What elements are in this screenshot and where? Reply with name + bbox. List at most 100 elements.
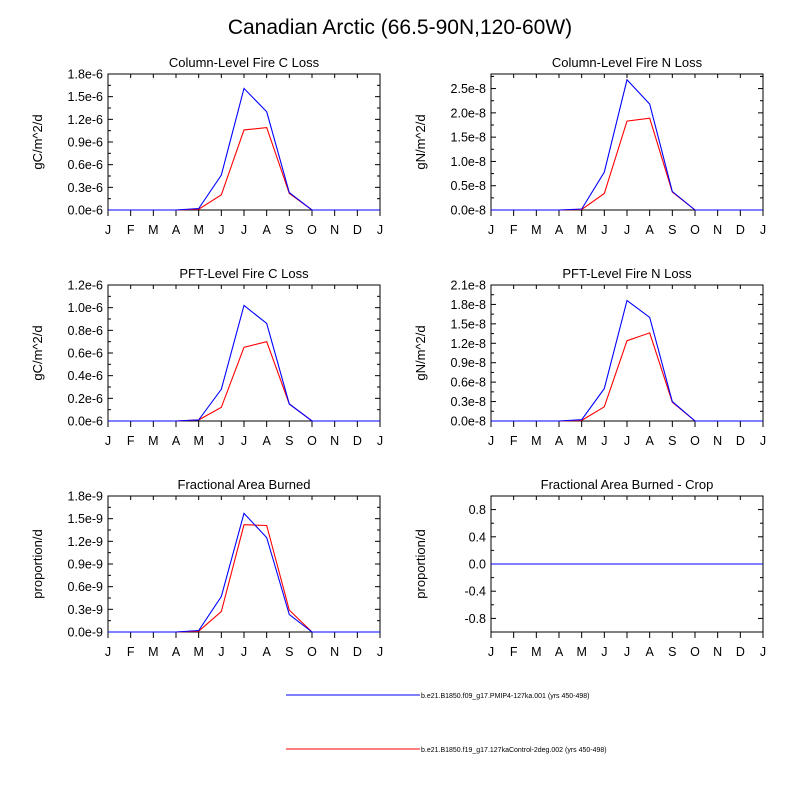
chart-panel-2: Column-Level Fire N Loss gN/m^2/d 0.0e-8 0.… (413, 55, 766, 237)
x-tick-label: J (760, 645, 766, 659)
panel-title: Column-Level Fire N Loss (552, 55, 703, 70)
x-tick-label: A (172, 434, 181, 448)
x-tick-label: J (624, 434, 630, 448)
y-tick-label: 0.6e-6 (68, 158, 103, 172)
x-tick-label: J (105, 223, 111, 237)
y-tick-label: 2.5e-8 (451, 82, 486, 96)
x-tick-label: J (241, 434, 247, 448)
y-axis-label: proportion/d (413, 529, 428, 598)
x-tick-label: M (148, 645, 158, 659)
y-tick-label: 0.9e-6 (68, 136, 103, 150)
x-tick-label: A (262, 645, 271, 659)
y-tick-label: 0.6e-8 (451, 376, 486, 390)
x-tick-label: A (262, 434, 271, 448)
x-tick-label: N (713, 645, 722, 659)
plot-frame (490, 284, 764, 422)
x-tick-label: J (488, 645, 494, 659)
chart-panel-3: PFT-Level Fire C Loss gC/m^2/d 0.0e-6 0.2e-… (30, 266, 383, 448)
y-axis-label: gC/m^2/d (30, 325, 45, 380)
x-tick-label: D (353, 645, 362, 659)
chart-panel-4: PFT-Level Fire N Loss gN/m^2/d 0.0e-8 0.3e-… (413, 266, 766, 448)
x-tick-label: J (377, 434, 383, 448)
y-tick-label: 1.5e-8 (451, 317, 486, 331)
y-tick-label: 1.8e-8 (451, 298, 486, 312)
plot-frame (107, 495, 381, 633)
x-tick-label: A (262, 223, 271, 237)
y-tick-label: 0.6e-6 (68, 347, 103, 361)
x-tick-label: J (601, 645, 607, 659)
x-tick-label: J (624, 223, 630, 237)
x-tick-label: A (645, 434, 654, 448)
y-tick-label: 1.8e-9 (68, 490, 103, 504)
x-tick-label: J (624, 645, 630, 659)
y-tick-label: 0.9e-9 (68, 558, 103, 572)
x-tick-label: J (601, 434, 607, 448)
series-line-2 (108, 127, 380, 211)
chart-panel-1: Column-Level Fire C Loss gC/m^2/d 0.0e-6 0.… (30, 55, 383, 237)
y-tick-label: 1.5e-6 (68, 90, 103, 104)
x-tick-label: S (668, 434, 676, 448)
series-line-1 (491, 78, 763, 211)
x-tick-label: O (690, 434, 700, 448)
legend-label-1: b.e21.B1850.f09_g17.PMIP4-127ka.001 (yrs… (421, 693, 590, 700)
x-tick-label: J (377, 223, 383, 237)
x-tick-label: J (601, 223, 607, 237)
x-tick-label: O (307, 645, 317, 659)
x-tick-label: F (127, 223, 135, 237)
panel-title: Fractional Area Burned - Crop (541, 477, 714, 492)
x-tick-label: J (241, 645, 247, 659)
plot-frame (107, 73, 381, 211)
x-tick-label: J (105, 645, 111, 659)
y-tick-label: 0.9e-8 (451, 356, 486, 370)
x-tick-label: J (105, 434, 111, 448)
y-tick-label: 0.0 (469, 558, 486, 572)
chart-panel-5: Fractional Area Burned proportion/d 0.0e-9… (30, 477, 383, 659)
series-line-2 (491, 332, 763, 422)
x-tick-label: M (531, 434, 541, 448)
x-tick-label: O (690, 223, 700, 237)
x-tick-label: A (555, 434, 564, 448)
y-tick-label: 1.0e-8 (451, 155, 486, 169)
x-tick-label: J (241, 223, 247, 237)
y-tick-label: 0.4e-6 (68, 369, 103, 383)
y-tick-label: 1.8e-6 (68, 68, 103, 82)
x-tick-label: J (218, 223, 224, 237)
series-line-1 (108, 87, 380, 211)
y-tick-label: 0.8e-6 (68, 324, 103, 338)
y-tick-label: 2.1e-8 (451, 279, 486, 293)
x-tick-label: N (330, 645, 339, 659)
series-line-2 (108, 341, 380, 422)
x-tick-label: F (127, 434, 135, 448)
x-tick-label: D (353, 223, 362, 237)
series-line-1 (108, 512, 380, 633)
panel-title: Fractional Area Burned (178, 477, 311, 492)
x-tick-label: N (713, 223, 722, 237)
series-line-2 (491, 117, 763, 211)
chart-panel-6: Fractional Area Burned - Crop proportion/… (413, 477, 766, 659)
y-tick-label: 0.2e-6 (68, 392, 103, 406)
x-tick-label: J (488, 223, 494, 237)
x-tick-label: J (488, 434, 494, 448)
legend-label-2: b.e21.B1850.f19_g17.127kaControl-2deg.00… (421, 747, 607, 754)
panel-title: PFT-Level Fire N Loss (562, 266, 692, 281)
x-tick-label: N (713, 434, 722, 448)
x-tick-label: M (576, 434, 586, 448)
x-tick-label: N (330, 223, 339, 237)
y-tick-label: 0.0e-8 (451, 415, 486, 429)
y-tick-label: 1.2e-6 (68, 113, 103, 127)
y-axis-label: gN/m^2/d (413, 325, 428, 380)
x-tick-label: J (218, 434, 224, 448)
x-tick-label: D (736, 434, 745, 448)
x-tick-label: F (510, 434, 518, 448)
x-tick-label: J (760, 223, 766, 237)
y-axis-label: gN/m^2/d (413, 114, 428, 169)
y-tick-label: 0.3e-8 (451, 395, 486, 409)
y-tick-label: 0.0e-9 (68, 626, 103, 640)
y-tick-label: 0.0e-6 (68, 415, 103, 429)
y-tick-label: 1.5e-8 (451, 131, 486, 145)
x-tick-label: S (285, 223, 293, 237)
x-tick-label: M (148, 223, 158, 237)
x-tick-label: A (172, 223, 181, 237)
